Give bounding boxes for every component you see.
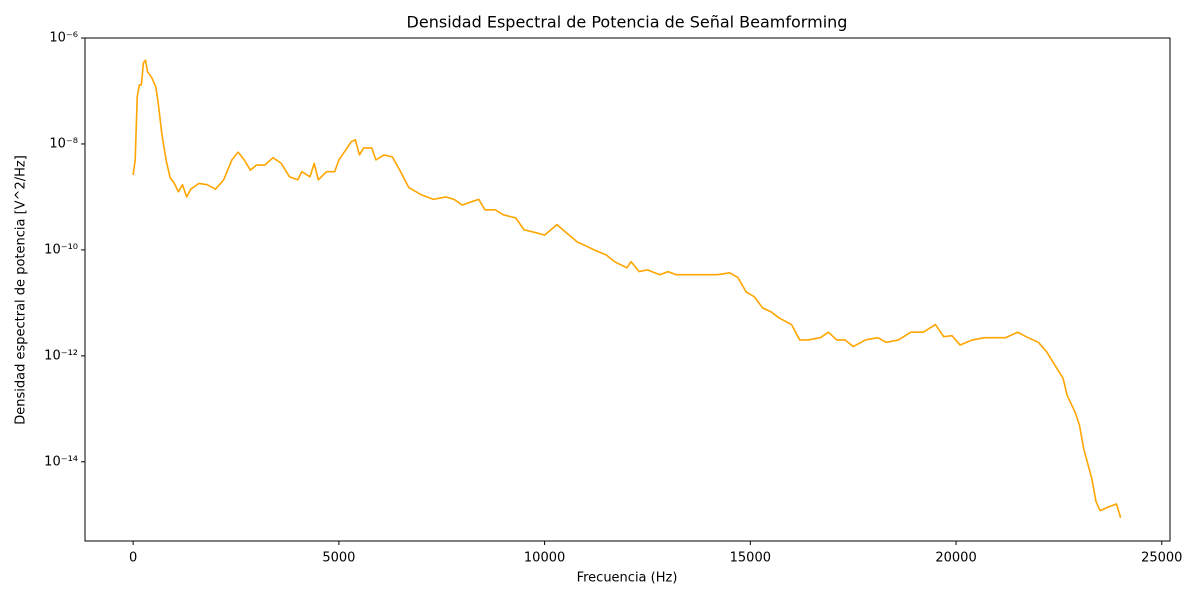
x-tick-label: 5000 <box>322 551 355 566</box>
y-axis-label: Densidad espectral de potencia [V^2/Hz] <box>14 155 29 425</box>
y-tick-label: 10⁻⁸ <box>49 136 78 151</box>
y-tick-label: 10⁻¹⁴ <box>44 454 78 469</box>
chart-title: Densidad Espectral de Potencia de Señal … <box>407 13 848 32</box>
y-tick-label: 10⁻¹⁰ <box>44 242 78 257</box>
x-tick-label: 0 <box>129 551 137 566</box>
x-tick-label: 10000 <box>524 551 565 566</box>
x-tick-label: 20000 <box>935 551 976 566</box>
x-axis-label: Frecuencia (Hz) <box>577 571 678 586</box>
y-tick-label: 10⁻¹² <box>44 348 78 363</box>
x-tick-label: 25000 <box>1141 551 1182 566</box>
x-tick-label: 15000 <box>730 551 771 566</box>
y-tick-label: 10⁻⁶ <box>49 31 78 46</box>
data-line <box>132 59 1122 518</box>
plot-frame <box>84 37 1171 542</box>
